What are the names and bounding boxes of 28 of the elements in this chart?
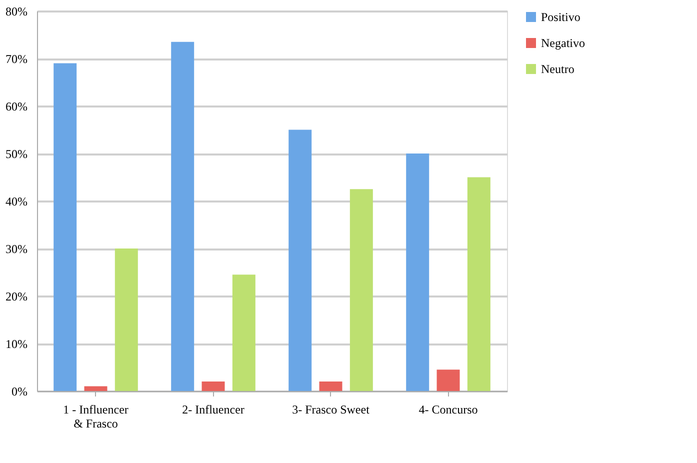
y-tick-label: 20% [6, 290, 28, 304]
bar [202, 382, 225, 391]
legend-label: Positivo [541, 10, 580, 24]
y-tick-label: 10% [6, 337, 28, 351]
bar [232, 274, 256, 391]
bar [350, 189, 373, 391]
bar [171, 42, 194, 391]
y-tick-label: 50% [6, 147, 28, 161]
bar [436, 370, 460, 391]
y-tick-label: 30% [6, 242, 28, 256]
bar [114, 248, 138, 391]
y-tick-label: 0% [12, 384, 28, 398]
bar [54, 63, 77, 391]
y-tick-label: 70% [6, 52, 28, 66]
y-tick-label: 80% [6, 4, 28, 18]
x-tick-label: 1 - Influencer & Frasco [63, 402, 128, 430]
y-tick-label: 60% [6, 100, 28, 114]
y-tick-label: 40% [6, 194, 28, 208]
bar [406, 154, 430, 391]
x-tick-label: 4- Concurso [418, 402, 478, 416]
x-tick-label: 2- Influencer [182, 402, 244, 416]
legend-label: Neutro [541, 62, 574, 76]
bar [84, 386, 108, 391]
bar [467, 177, 490, 391]
bar [319, 382, 342, 391]
bar [288, 130, 312, 391]
legend-label: Negativo [541, 36, 585, 50]
x-tick-label: 3- Frasco Sweet [292, 402, 370, 416]
